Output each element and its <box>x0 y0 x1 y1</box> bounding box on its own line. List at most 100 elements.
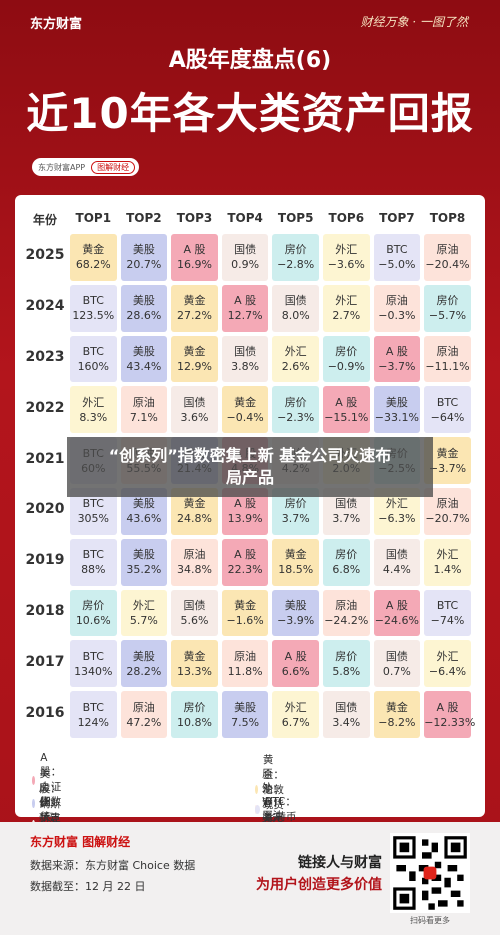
return-value: 8.3% <box>79 410 108 424</box>
return-value: 34.8% <box>177 563 212 577</box>
asset-name: 国债 <box>183 395 206 409</box>
return-cell: A 股 22.3% <box>221 538 269 586</box>
return-cell: 原油 47.2% <box>120 691 168 738</box>
asset-name: 原油 <box>335 598 358 612</box>
asset-name: A 股 <box>335 395 358 409</box>
return-value: −8.2% <box>378 715 416 729</box>
asset-name: 房价 <box>82 598 105 612</box>
return-cell: 黄金 −1.6% <box>221 589 269 637</box>
return-value: −6.4% <box>428 664 467 678</box>
legend-swatch <box>255 804 261 814</box>
footer-brand: 东方财富 图解财经 <box>30 835 131 849</box>
asset-name: 外汇 <box>436 548 459 562</box>
return-cell: 黄金 13.3% <box>171 640 218 688</box>
asset-name: 房价 <box>284 395 307 409</box>
return-cell: 美股 7.5% <box>221 691 269 738</box>
return-cell: BTC 1340% <box>70 640 117 688</box>
asset-name: 黄金 <box>183 497 206 511</box>
return-cell: 房价 10.8% <box>171 691 218 738</box>
asset-name: 房价 <box>284 243 307 257</box>
year-label: 2023 <box>25 349 65 365</box>
return-cell: 房价 10.6% <box>70 589 117 637</box>
qr-code[interactable] <box>390 833 470 913</box>
year-label: 2021 <box>25 450 65 467</box>
return-cell: BTC −64% <box>424 386 471 434</box>
return-cell: 黄金 18.5% <box>272 538 319 586</box>
return-value: 0.7% <box>382 664 411 678</box>
legend-text: A 股：上证指数 <box>40 752 62 808</box>
return-cell: 房价 −2.8% <box>272 234 319 281</box>
return-cell: A 股 −3.7% <box>373 335 421 383</box>
return-value: 10.6% <box>75 613 111 627</box>
legend-item: 黄金：伦敦现货金 <box>255 752 290 827</box>
return-cell: 原油 −0.3% <box>373 284 421 332</box>
return-cell: 美股 43.4% <box>120 335 168 383</box>
legend-swatch <box>32 776 36 785</box>
return-value: −5.0% <box>378 258 416 272</box>
news-overlay[interactable]: “创系列”指数密集上新 基金公司火速布局产品 <box>67 437 433 497</box>
return-cell: BTC 160% <box>70 335 117 383</box>
asset-name: 外汇 <box>284 700 307 714</box>
return-value: −2.3% <box>277 410 315 424</box>
return-cell: 房价 6.8% <box>323 538 370 586</box>
return-cell: 原油 −11.1% <box>424 335 471 383</box>
return-cell: 外汇 8.3% <box>70 386 117 434</box>
return-cell: 国债 3.8% <box>221 335 269 383</box>
asset-name: 黄金 <box>183 294 206 308</box>
return-cell: 黄金 12.9% <box>171 335 218 383</box>
return-value: 6.6% <box>281 664 310 678</box>
return-value: 88% <box>81 563 106 577</box>
asset-name: 国债 <box>335 497 358 511</box>
column-header: TOP5 <box>277 211 314 225</box>
asset-name: 国债 <box>234 344 257 358</box>
return-value: 5.7% <box>129 613 158 627</box>
return-value: 20.7% <box>126 258 162 272</box>
return-cell: BTC −5.0% <box>373 234 421 281</box>
return-value: 12.7% <box>227 309 263 323</box>
asset-name: 美股 <box>132 649 155 663</box>
return-value: 3.8% <box>231 359 260 373</box>
column-header: TOP1 <box>75 211 112 225</box>
return-cell: 外汇 2.6% <box>272 335 319 383</box>
return-cell: 外汇 −3.6% <box>323 234 370 281</box>
return-value: −0.4% <box>226 410 264 424</box>
asset-name: 原油 <box>132 395 155 409</box>
return-cell: 黄金 −0.4% <box>221 386 269 434</box>
asset-name: 国债 <box>183 598 206 612</box>
asset-name: A 股 <box>183 243 206 257</box>
asset-name: 原油 <box>436 497 459 511</box>
return-value: 5.6% <box>180 613 209 627</box>
source: 数据来源：东方财富 Choice 数据 <box>30 859 196 872</box>
return-value: 2.6% <box>281 359 310 373</box>
asset-name: BTC <box>82 294 104 308</box>
return-value: 13.9% <box>227 512 263 526</box>
asset-name: 外汇 <box>132 598 155 612</box>
return-value: −11.1% <box>425 359 470 373</box>
return-value: 123.5% <box>72 309 115 323</box>
asset-name: 房价 <box>335 649 358 663</box>
return-value: 7.1% <box>129 410 158 424</box>
column-header: TOP8 <box>429 211 466 225</box>
return-cell: 黄金 68.2% <box>70 234 117 281</box>
return-cell: 国债 4.4% <box>373 538 421 586</box>
return-value: 3.7% <box>281 512 310 526</box>
asset-name: 黄金 <box>234 395 257 409</box>
return-value: 28.2% <box>126 664 162 678</box>
asset-name: BTC <box>82 649 104 663</box>
return-value: 2.7% <box>332 309 361 323</box>
return-cell: 国债 3.4% <box>323 691 370 738</box>
return-cell: A 股 16.9% <box>171 234 218 281</box>
return-value: −3.7% <box>428 461 467 475</box>
column-header: TOP3 <box>176 211 213 225</box>
return-value: −33.1% <box>374 410 419 424</box>
return-value: 0.9% <box>231 258 260 272</box>
return-cell: 国债 5.6% <box>171 589 218 637</box>
asset-name: 国债 <box>284 294 307 308</box>
app-pill: 东方财富APP 图解财经 <box>32 158 140 176</box>
return-value: −0.3% <box>378 309 416 323</box>
asset-name: 原油 <box>132 700 155 714</box>
year-label: 2025 <box>25 247 65 264</box>
return-value: 10.8% <box>177 715 212 729</box>
asset-name: 房价 <box>183 700 206 714</box>
